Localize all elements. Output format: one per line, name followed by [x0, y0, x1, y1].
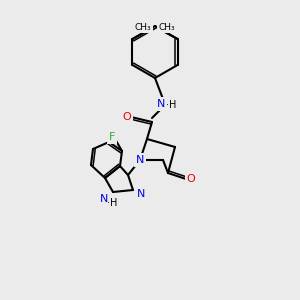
Text: N: N — [137, 189, 145, 199]
Text: F: F — [109, 132, 115, 142]
Text: N: N — [100, 194, 108, 204]
Text: O: O — [123, 112, 131, 122]
Text: N: N — [157, 99, 165, 109]
Text: CH₃: CH₃ — [135, 22, 152, 32]
Text: O: O — [187, 174, 195, 184]
Text: ·H: ·H — [166, 100, 176, 110]
Text: CH₃: CH₃ — [158, 22, 175, 32]
Text: N: N — [136, 155, 144, 165]
Text: ·H: ·H — [107, 198, 117, 208]
